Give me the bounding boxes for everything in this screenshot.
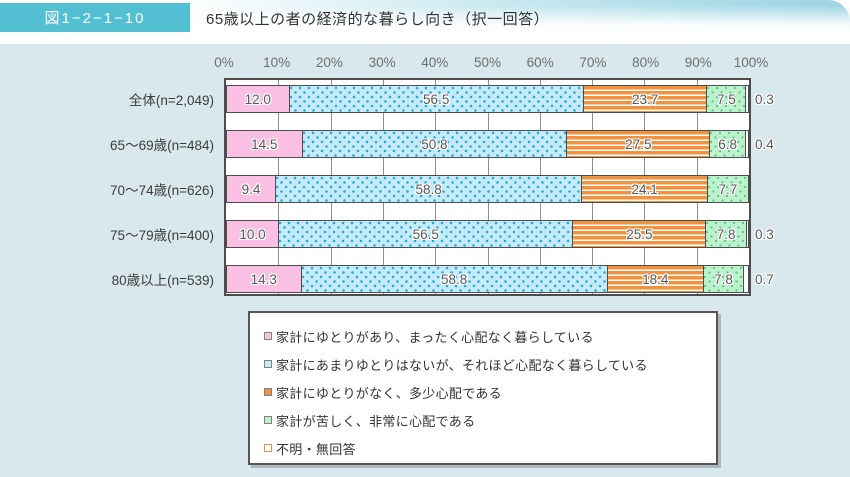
- legend-label: 家計にゆとりがあり、まったく心配なく暮らしている: [276, 329, 594, 345]
- bar-segment: 10.0: [227, 221, 280, 247]
- segment-value: 56.5: [412, 226, 439, 242]
- x-axis: 0% 10% 20% 30% 40% 50% 60% 70% 80% 90% 100%: [214, 55, 768, 71]
- legend-label: 家計にあまりゆとりはないが、それほど心配なく暮らしている: [276, 357, 648, 373]
- legend-item: 家計が苦しく、非常に心配である: [264, 406, 716, 434]
- stacked-bar: 14.3 58.8 18.4 7.8: [226, 265, 749, 293]
- figure-title: 65歳以上の者の経済的な暮らし向き（択一回答）: [206, 10, 550, 28]
- segment-value: 56.5: [423, 91, 450, 107]
- segment-value: 58.8: [415, 181, 442, 197]
- bar-segment: 14.5: [227, 131, 303, 157]
- stacked-bar: 10.0 56.5 25.5 7.8: [226, 220, 749, 248]
- segment-value: 6.8: [718, 136, 738, 152]
- legend-label: 家計が苦しく、非常に心配である: [276, 413, 476, 429]
- figure-number-tag: 図1−2−1−10: [0, 3, 190, 32]
- bar-row: 70〜74歳(n=626) 9.4 58.8 24.1 7.7: [110, 175, 749, 203]
- x-axis-tick: 0%: [214, 55, 234, 70]
- segment-value: 24.1: [631, 181, 658, 197]
- segment-value: 14.5: [251, 136, 278, 152]
- segment-value: 18.4: [642, 271, 669, 287]
- legend-label: 不明・無回答: [276, 441, 356, 457]
- x-axis-tick: 60%: [526, 55, 554, 70]
- segment-value: 7.7: [718, 181, 738, 197]
- segment-value: 58.8: [441, 271, 468, 287]
- x-axis-tick: 20%: [315, 55, 343, 70]
- bar-segment: 7.8: [703, 266, 745, 292]
- bar-segment: 7.8: [706, 221, 747, 247]
- segment-value: 12.0: [244, 91, 271, 107]
- segment-value: 9.4: [241, 181, 261, 197]
- unknown-value: 0.7: [755, 271, 774, 287]
- x-axis-tick: 40%: [421, 55, 449, 70]
- category-label: 75〜79歳(n=400): [110, 228, 214, 243]
- x-axis-tick: 100%: [733, 55, 769, 70]
- bar-row: 0.7 80歳以上(n=539) 14.3 58.8 18.4 7.8: [112, 265, 774, 293]
- legend-label: 家計にゆとりがなく、多少心配である: [276, 385, 502, 401]
- bar-segment: 9.4: [227, 176, 276, 202]
- bar-row: 0.3 75〜79歳(n=400) 10.0 56.5 25.5 7.8: [110, 220, 774, 248]
- plot-area: 0.3 全体(n=2,049) 12.0 56.5 23.7 7.5 0.4 65〜69歳(n…: [110, 78, 774, 296]
- segment-value: 23.7: [631, 91, 659, 107]
- bar-segment: 18.4: [607, 266, 704, 292]
- segment-value: 27.5: [625, 136, 652, 152]
- bar-segment: [746, 221, 749, 247]
- category-label: 70〜74歳(n=626): [110, 183, 214, 198]
- category-label: 65〜69歳(n=484): [110, 138, 214, 153]
- x-axis-tick: 50%: [473, 55, 502, 70]
- segment-value: 7.8: [716, 226, 736, 242]
- unknown-value: 0.4: [755, 136, 774, 152]
- x-axis-tick: 90%: [684, 55, 712, 70]
- category-label: 全体(n=2,049): [128, 93, 214, 108]
- bar-segment: 56.5: [289, 86, 584, 112]
- bar-segment: 7.7: [707, 176, 748, 202]
- legend-swatch: [264, 332, 272, 340]
- segment-value: 50.8: [421, 136, 448, 152]
- bar-segment: 12.0: [227, 86, 290, 112]
- legend: 家計にゆとりがあり、まったく心配なく暮らしている家計にあまりゆとりはないが、それ…: [248, 311, 718, 465]
- bar-segment: [745, 131, 748, 157]
- bar-segment: 23.7: [583, 86, 708, 112]
- legend-swatch: [264, 416, 272, 424]
- segment-value: 14.3: [250, 271, 277, 287]
- bar-segment: 24.1: [582, 176, 708, 202]
- bar-segment: 14.3: [227, 266, 302, 292]
- x-axis-tick: 10%: [263, 55, 291, 70]
- legend-item: 家計にあまりゆとりはないが、それほど心配なく暮らしている: [264, 350, 716, 378]
- legend-swatch: [264, 444, 272, 452]
- bar-segment: [744, 266, 748, 292]
- legend-item: 不明・無回答: [264, 434, 716, 462]
- stacked-bar: 12.0 56.5 23.7 7.5: [226, 85, 749, 113]
- bar-segment: 7.5: [707, 86, 747, 112]
- legend-swatch: [264, 388, 272, 396]
- bar-segment: 25.5: [573, 221, 707, 247]
- bar-segment: 27.5: [567, 131, 711, 157]
- x-axis-tick: 80%: [632, 55, 660, 70]
- unknown-value: 0.3: [755, 226, 774, 242]
- stacked-bar: 14.5 50.8 27.5 6.8: [226, 130, 749, 158]
- bar-row: 0.4 65〜69歳(n=484) 14.5 50.8 27.5 6.8: [110, 130, 774, 158]
- bar-segment: 56.5: [279, 221, 574, 247]
- unknown-value: 0.3: [755, 91, 774, 107]
- bar-segment: 6.8: [710, 131, 746, 157]
- bar-segment: [746, 86, 748, 112]
- legend-swatch: [264, 360, 272, 368]
- figure-header: 図1−2−1−10 65歳以上の者の経済的な暮らし向き（択一回答）: [0, 0, 850, 36]
- bar-segment: 50.8: [302, 131, 568, 157]
- segment-value: 7.8: [714, 271, 733, 287]
- x-axis-tick: 30%: [368, 55, 396, 70]
- legend-item: 家計にゆとりがなく、多少心配である: [264, 378, 716, 406]
- stacked-bar: 9.4 58.8 24.1 7.7: [226, 175, 749, 203]
- category-label: 80歳以上(n=539): [111, 273, 214, 288]
- segment-value: 10.0: [239, 226, 266, 242]
- x-axis-tick: 70%: [579, 55, 607, 70]
- chart-canvas: 0% 10% 20% 30% 40% 50% 60% 70% 80% 90% 100% 0.3 全体(…: [0, 44, 850, 477]
- segment-value: 7.5: [716, 91, 736, 107]
- bar-row: 0.3 全体(n=2,049) 12.0 56.5 23.7 7.5: [129, 85, 774, 113]
- segment-value: 25.5: [626, 226, 653, 242]
- bar-segment: 58.8: [301, 266, 608, 292]
- legend-item: 家計にゆとりがあり、まったく心配なく暮らしている: [264, 322, 716, 350]
- bar-segment: 58.8: [275, 176, 583, 202]
